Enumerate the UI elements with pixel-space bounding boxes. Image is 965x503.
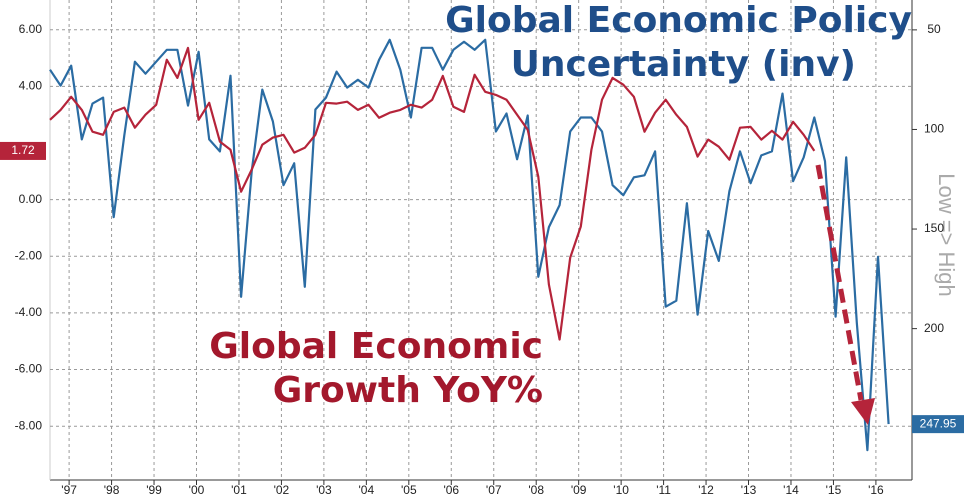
x-tick-label: '03 — [316, 483, 332, 497]
annotation: Global Economic Policy — [445, 0, 912, 41]
x-tick-label: '07 — [486, 483, 502, 497]
last-value-label: 1.72 — [11, 143, 35, 157]
series-line — [49, 38, 890, 452]
x-tick-label: '12 — [698, 483, 714, 497]
x-tick-label: '02 — [274, 483, 290, 497]
x-tick-label: '04 — [359, 483, 375, 497]
y-tick-label: 6.00 — [19, 22, 43, 36]
y2-tick-label: 100 — [924, 122, 944, 136]
last-value-label: 247.95 — [920, 416, 957, 430]
annotation: Uncertainty (inv) — [511, 44, 856, 85]
x-tick-label: '15 — [826, 483, 842, 497]
y-tick-label: -4.00 — [15, 305, 43, 319]
y-tick-label: -2.00 — [15, 248, 43, 262]
x-tick-label: '14 — [783, 483, 799, 497]
arrow-shaft — [815, 164, 864, 401]
x-tick-label: '11 — [656, 483, 671, 497]
y-tick-label: 0.00 — [19, 192, 43, 206]
x-tick-label: '01 — [231, 483, 247, 497]
last-value-box — [912, 415, 964, 434]
y2-tick-label: 150 — [924, 221, 944, 235]
x-tick-label: '99 — [146, 483, 162, 497]
y2-axis-label: Low => High — [934, 173, 959, 297]
last-value-box — [0, 141, 46, 160]
x-tick-label: '09 — [571, 483, 587, 497]
y-tick-label: -8.00 — [15, 418, 43, 432]
x-tick-label: '05 — [401, 483, 417, 497]
x-tick-label: '06 — [443, 483, 459, 497]
y-tick-label: 4.00 — [19, 79, 43, 93]
y2-tick-label: 200 — [924, 321, 944, 335]
x-tick-label: '10 — [613, 483, 629, 497]
annotation: Growth YoY% — [273, 370, 543, 411]
y-tick-label: -6.00 — [15, 362, 43, 376]
x-tick-label: '00 — [189, 483, 205, 497]
x-tick-label: '13 — [741, 483, 757, 497]
x-tick-label: '97 — [61, 483, 77, 497]
annotation: Global Economic — [209, 326, 543, 367]
y2-tick-label: 50 — [927, 22, 941, 36]
x-tick-label: '08 — [528, 483, 544, 497]
series-line — [49, 46, 816, 341]
x-tick-label: '16 — [868, 483, 884, 497]
arrow-head — [851, 398, 875, 425]
x-tick-label: '98 — [104, 483, 120, 497]
